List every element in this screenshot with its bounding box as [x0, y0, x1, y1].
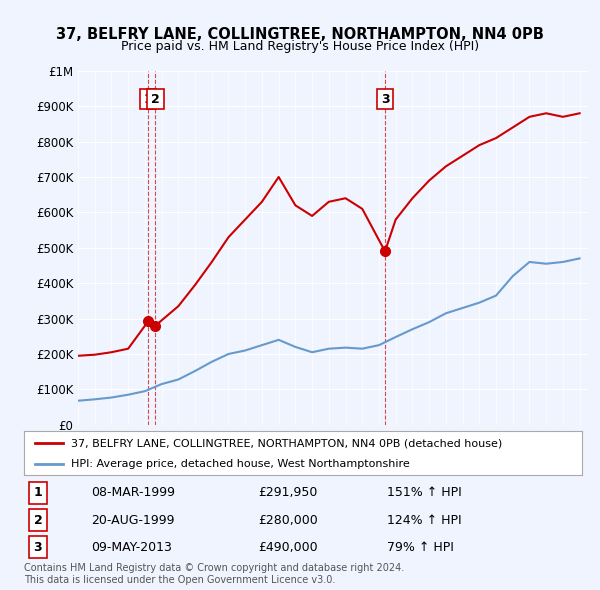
- Text: 1: 1: [143, 93, 152, 106]
- Text: 3: 3: [34, 541, 42, 554]
- Text: Contains HM Land Registry data © Crown copyright and database right 2024.: Contains HM Land Registry data © Crown c…: [24, 563, 404, 573]
- Text: £291,950: £291,950: [259, 486, 318, 499]
- Text: 151% ↑ HPI: 151% ↑ HPI: [387, 486, 461, 499]
- Text: 08-MAR-1999: 08-MAR-1999: [91, 486, 175, 499]
- Text: £490,000: £490,000: [259, 541, 318, 554]
- Text: 2: 2: [151, 93, 160, 106]
- Text: 3: 3: [380, 93, 389, 106]
- Text: 2: 2: [34, 513, 43, 526]
- Text: 37, BELFRY LANE, COLLINGTREE, NORTHAMPTON, NN4 0PB: 37, BELFRY LANE, COLLINGTREE, NORTHAMPTO…: [56, 27, 544, 41]
- Text: 37, BELFRY LANE, COLLINGTREE, NORTHAMPTON, NN4 0PB (detached house): 37, BELFRY LANE, COLLINGTREE, NORTHAMPTO…: [71, 438, 503, 448]
- Text: 09-MAY-2013: 09-MAY-2013: [91, 541, 172, 554]
- Text: HPI: Average price, detached house, West Northamptonshire: HPI: Average price, detached house, West…: [71, 459, 410, 469]
- Text: 20-AUG-1999: 20-AUG-1999: [91, 513, 175, 526]
- Text: 79% ↑ HPI: 79% ↑ HPI: [387, 541, 454, 554]
- Text: Price paid vs. HM Land Registry's House Price Index (HPI): Price paid vs. HM Land Registry's House …: [121, 40, 479, 53]
- Text: £280,000: £280,000: [259, 513, 318, 526]
- Text: 1: 1: [34, 486, 43, 499]
- Text: This data is licensed under the Open Government Licence v3.0.: This data is licensed under the Open Gov…: [24, 575, 335, 585]
- Text: 124% ↑ HPI: 124% ↑ HPI: [387, 513, 461, 526]
